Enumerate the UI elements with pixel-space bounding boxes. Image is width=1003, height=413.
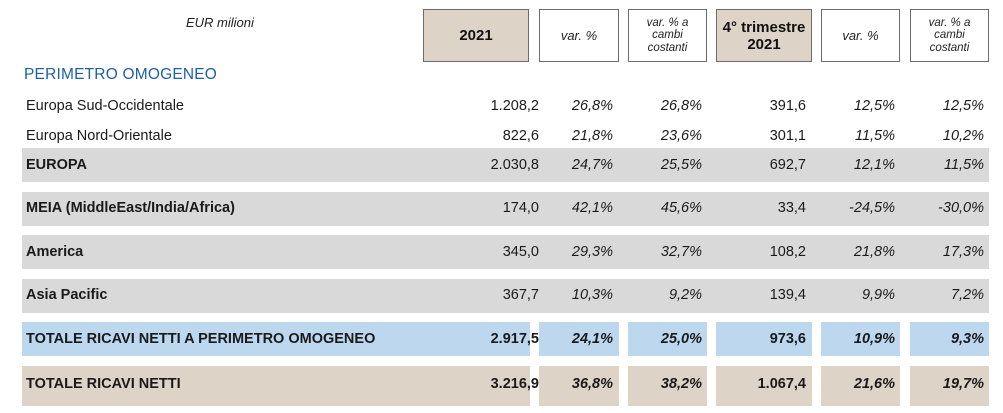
- cell-var-const-q: -30,0%: [938, 200, 984, 216]
- cell-var-q: 21,6%: [853, 376, 895, 392]
- band-total-varc: [628, 366, 707, 406]
- table-row: Asia Pacific 367,7 10,3% 9,2% 139,4 9,9%…: [0, 287, 1003, 309]
- cell-var-const-q: 19,7%: [942, 376, 984, 392]
- cell-q4: 139,4: [769, 287, 806, 303]
- table-row: EUROPA 2.030,8 24,7% 25,5% 692,7 12,1% 1…: [0, 157, 1003, 179]
- cell-q4: 301,1: [769, 128, 806, 144]
- cell-2021: 2.917,5: [490, 331, 539, 347]
- cell-2021: 3.216,9: [490, 376, 539, 392]
- row-label: America: [26, 244, 84, 260]
- row-label: TOTALE RICAVI NETTI: [26, 376, 181, 392]
- cell-var-const: 26,8%: [660, 98, 702, 114]
- cell-var-q: 21,8%: [853, 244, 895, 260]
- table-row: Europa Sud-Occidentale 1.208,2 26,8% 26,…: [0, 98, 1003, 120]
- cell-var-const: 32,7%: [660, 244, 702, 260]
- cell-var-q: 10,9%: [853, 331, 895, 347]
- unit-label: EUR milioni: [186, 15, 254, 30]
- table-row: TOTALE RICAVI NETTI A PERIMETRO OMOGENEO…: [0, 331, 1003, 353]
- cell-var-const: 9,2%: [668, 287, 702, 303]
- band-total-var: [539, 366, 619, 406]
- cell-var: 26,8%: [571, 98, 613, 114]
- cell-2021: 174,0: [502, 200, 539, 216]
- cell-q4: 1.067,4: [757, 376, 806, 392]
- band-total-label: [22, 366, 530, 406]
- cell-var-const-q: 10,2%: [942, 128, 984, 144]
- band-total-q4: [716, 366, 812, 406]
- cell-var: 29,3%: [571, 244, 613, 260]
- header-var-const-q: var. % a cambi costanti: [910, 9, 989, 62]
- cell-var: 24,1%: [571, 331, 613, 347]
- band-total-omog-var: [539, 322, 619, 356]
- cell-var-q: 12,5%: [853, 98, 895, 114]
- header-2021: 2021: [423, 9, 529, 62]
- band-total-varqc: [910, 366, 989, 406]
- cell-var-const-q: 11,5%: [943, 157, 984, 173]
- section-title: PERIMETRO OMOGENEO: [24, 66, 218, 83]
- cell-var-q: 12,1%: [853, 157, 895, 173]
- band-asia: [22, 279, 989, 313]
- cell-2021: 1.208,2: [490, 98, 539, 114]
- cell-q4: 108,2: [769, 244, 806, 260]
- cell-var: 36,8%: [571, 376, 613, 392]
- band-total-varq: [821, 366, 900, 406]
- header-var: var. %: [539, 9, 619, 62]
- row-label: Europa Nord-Orientale: [26, 128, 172, 144]
- table-row: Europa Nord-Orientale 822,6 21,8% 23,6% …: [0, 128, 1003, 150]
- cell-2021: 2.030,8: [490, 157, 539, 173]
- row-label: Europa Sud-Occidentale: [26, 98, 184, 114]
- cell-var: 24,7%: [571, 157, 613, 173]
- header-q4: 4° trimestre 2021: [716, 9, 812, 62]
- band-meia: [22, 192, 989, 226]
- cell-var-const-q: 17,3%: [942, 244, 984, 260]
- cell-var-const: 45,6%: [660, 200, 702, 216]
- cell-q4: 391,6: [769, 98, 806, 114]
- header-var-q: var. %: [821, 9, 900, 62]
- cell-var-q: 9,9%: [861, 287, 895, 303]
- cell-var-const: 38,2%: [660, 376, 702, 392]
- cell-2021: 345,0: [502, 244, 539, 260]
- cell-var-const: 23,6%: [660, 128, 702, 144]
- cell-var-const: 25,0%: [660, 331, 702, 347]
- row-label: Asia Pacific: [26, 287, 108, 303]
- band-europa: [22, 148, 989, 182]
- band-total-omog-label: [22, 322, 530, 356]
- cell-var: 10,3%: [571, 287, 613, 303]
- cell-q4: 692,7: [769, 157, 806, 173]
- table-row: TOTALE RICAVI NETTI 3.216,9 36,8% 38,2% …: [0, 376, 1003, 398]
- row-label: EUROPA: [26, 157, 87, 173]
- row-label: MEIA (MiddleEast/India/Africa): [26, 200, 235, 216]
- band-america: [22, 235, 989, 269]
- cell-var-q: 11,5%: [854, 128, 895, 144]
- table-row: America 345,0 29,3% 32,7% 108,2 21,8% 17…: [0, 244, 1003, 266]
- cell-var: 21,8%: [571, 128, 613, 144]
- cell-var-const-q: 9,3%: [950, 331, 984, 347]
- band-total-omog-varqc: [910, 322, 989, 356]
- cell-2021: 822,6: [502, 128, 539, 144]
- band-total-omog-varc: [628, 322, 707, 356]
- band-total-omog-q4: [716, 322, 812, 356]
- cell-2021: 367,7: [502, 287, 539, 303]
- table-row: MEIA (MiddleEast/India/Africa) 174,0 42,…: [0, 200, 1003, 222]
- cell-var-const-q: 12,5%: [942, 98, 984, 114]
- band-total-omog-varq: [821, 322, 900, 356]
- cell-var-const-q: 7,2%: [950, 287, 984, 303]
- cell-q4: 973,6: [769, 331, 806, 347]
- row-label: TOTALE RICAVI NETTI A PERIMETRO OMOGENEO: [26, 331, 376, 347]
- cell-var-const: 25,5%: [660, 157, 702, 173]
- cell-var: 42,1%: [571, 200, 613, 216]
- cell-var-q: -24,5%: [849, 200, 895, 216]
- header-var-const: var. % a cambi costanti: [628, 9, 707, 62]
- cell-q4: 33,4: [777, 200, 806, 216]
